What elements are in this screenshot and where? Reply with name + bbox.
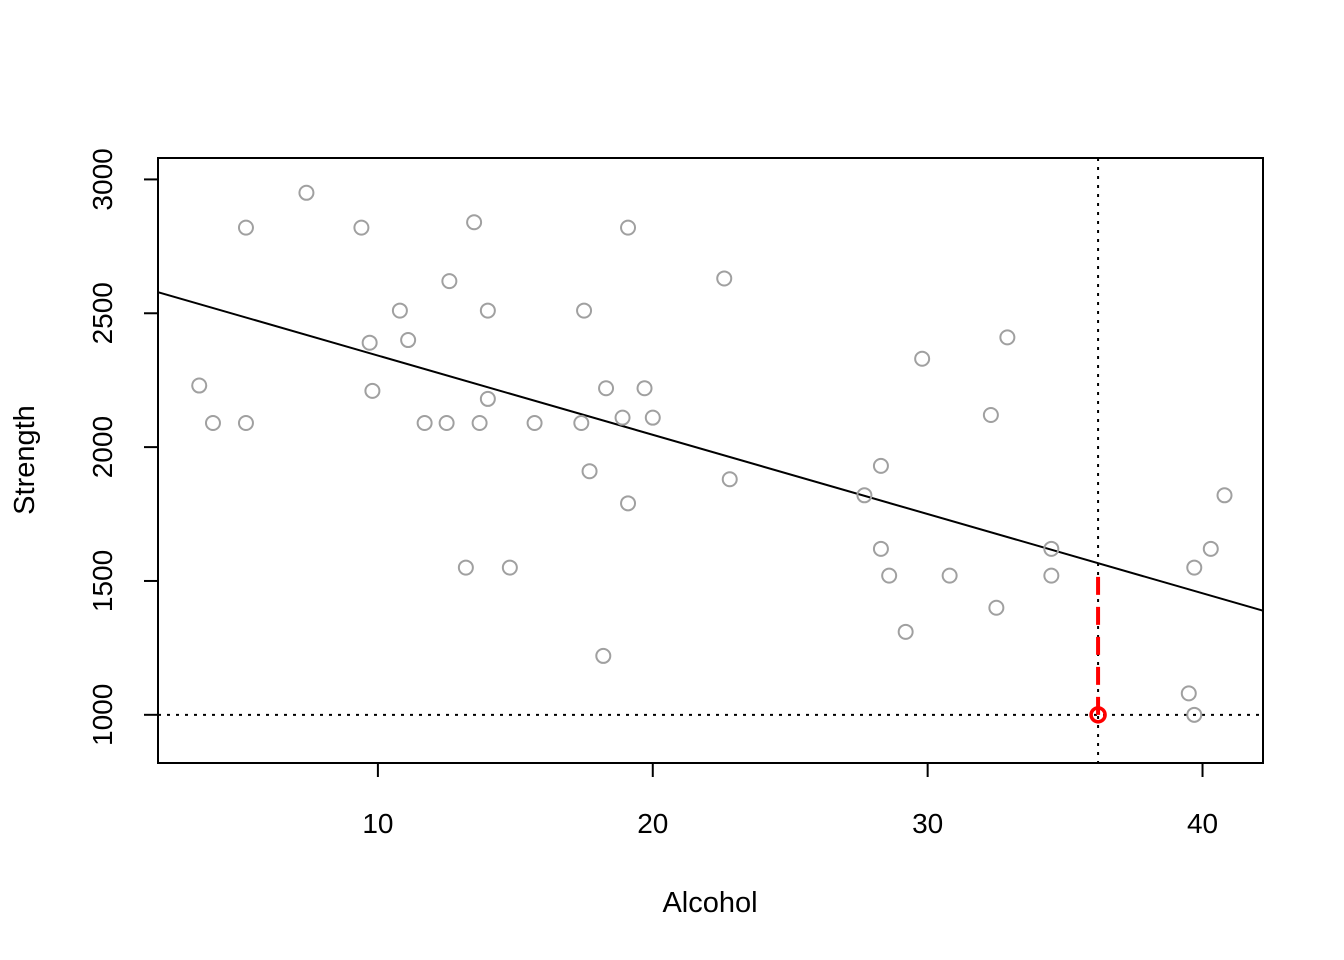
- data-point: [636, 380, 653, 397]
- data-point: [897, 623, 914, 640]
- data-point: [471, 415, 488, 432]
- data-point: [573, 415, 590, 432]
- data-point: [298, 184, 315, 201]
- data-point: [237, 415, 254, 432]
- x-axis-title: Alcohol: [662, 887, 757, 919]
- data-points: [191, 184, 1233, 723]
- y-tick-label: 1500: [87, 550, 118, 612]
- data-point: [391, 302, 408, 319]
- highlight-point-group: [1089, 706, 1107, 724]
- data-point: [204, 415, 221, 432]
- data-point: [881, 567, 898, 584]
- x-tick-label: 40: [1187, 808, 1218, 839]
- x-axis: 10 20 30 40: [362, 762, 1218, 839]
- data-point: [941, 567, 958, 584]
- data-point: [1186, 706, 1203, 723]
- x-tick-label: 30: [912, 808, 943, 839]
- y-tick-label: 2500: [87, 282, 118, 344]
- data-point: [721, 471, 738, 488]
- data-point: [1202, 540, 1219, 557]
- data-point: [416, 415, 433, 432]
- data-point: [1043, 540, 1060, 557]
- data-point: [1216, 487, 1233, 504]
- data-point: [595, 647, 612, 664]
- data-point: [620, 219, 637, 236]
- data-point: [441, 273, 458, 290]
- data-point: [856, 487, 873, 504]
- data-point: [400, 332, 417, 349]
- regression-line: [157, 291, 1264, 612]
- y-tick-label: 2000: [87, 416, 118, 478]
- y-tick-label: 3000: [87, 148, 118, 210]
- data-point: [644, 409, 661, 426]
- data-point: [576, 302, 593, 319]
- data-point: [191, 377, 208, 394]
- data-point: [614, 409, 631, 426]
- data-point: [716, 270, 733, 287]
- data-point: [501, 559, 518, 576]
- x-tick-label: 10: [362, 808, 393, 839]
- data-point: [1043, 567, 1060, 584]
- data-point: [353, 219, 370, 236]
- data-point: [598, 380, 615, 397]
- data-point: [581, 463, 598, 480]
- reference-lines: [158, 158, 1263, 763]
- data-point: [620, 495, 637, 512]
- data-point: [988, 599, 1005, 616]
- data-point: [526, 415, 543, 432]
- regression-line-group: [157, 291, 1264, 612]
- data-point: [999, 329, 1016, 346]
- data-point: [466, 214, 483, 231]
- y-tick-label: 1000: [87, 684, 118, 746]
- data-point: [872, 540, 889, 557]
- data-point: [479, 390, 496, 407]
- data-point: [457, 559, 474, 576]
- y-axis-title: Strength: [9, 405, 41, 515]
- data-point: [1186, 559, 1203, 576]
- data-point: [361, 334, 378, 351]
- data-point: [914, 350, 931, 367]
- highlight-point: [1089, 706, 1107, 724]
- y-axis: 1000 1500 2000 2500 3000: [87, 148, 159, 746]
- data-point: [479, 302, 496, 319]
- data-point: [872, 457, 889, 474]
- data-point: [1180, 685, 1197, 702]
- x-tick-label: 20: [637, 808, 668, 839]
- data-point: [982, 406, 999, 423]
- data-point: [237, 219, 254, 236]
- data-point: [364, 382, 381, 399]
- data-point: [438, 415, 455, 432]
